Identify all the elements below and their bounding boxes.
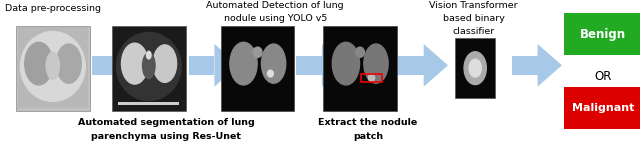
FancyBboxPatch shape bbox=[112, 26, 186, 111]
FancyBboxPatch shape bbox=[455, 38, 495, 98]
Polygon shape bbox=[538, 44, 562, 87]
Text: OR: OR bbox=[595, 70, 612, 83]
FancyBboxPatch shape bbox=[118, 102, 179, 105]
FancyBboxPatch shape bbox=[16, 26, 90, 111]
FancyBboxPatch shape bbox=[564, 13, 640, 55]
Ellipse shape bbox=[464, 52, 486, 84]
FancyBboxPatch shape bbox=[398, 56, 424, 75]
Ellipse shape bbox=[356, 47, 364, 57]
Text: Extract the nodule: Extract the nodule bbox=[318, 118, 418, 127]
Text: parenchyma using Res-Unet: parenchyma using Res-Unet bbox=[92, 132, 241, 141]
Ellipse shape bbox=[25, 42, 52, 85]
Text: Benign: Benign bbox=[580, 28, 627, 41]
Ellipse shape bbox=[230, 42, 257, 85]
Text: nodule using YOLO v5: nodule using YOLO v5 bbox=[223, 14, 327, 23]
FancyBboxPatch shape bbox=[189, 56, 214, 75]
FancyBboxPatch shape bbox=[221, 26, 294, 111]
FancyBboxPatch shape bbox=[323, 26, 397, 111]
Text: classifier: classifier bbox=[452, 27, 495, 36]
Ellipse shape bbox=[46, 52, 60, 79]
Ellipse shape bbox=[20, 32, 85, 101]
FancyBboxPatch shape bbox=[512, 56, 538, 75]
Polygon shape bbox=[424, 44, 448, 87]
Text: based binary: based binary bbox=[443, 14, 504, 23]
Ellipse shape bbox=[268, 70, 273, 77]
Ellipse shape bbox=[153, 45, 177, 82]
Ellipse shape bbox=[469, 59, 481, 77]
Polygon shape bbox=[322, 44, 346, 87]
Ellipse shape bbox=[262, 44, 285, 83]
Ellipse shape bbox=[364, 44, 388, 83]
Polygon shape bbox=[117, 44, 141, 87]
Text: Automated segmentation of lung: Automated segmentation of lung bbox=[78, 118, 255, 127]
Text: Malignant: Malignant bbox=[572, 103, 634, 113]
Polygon shape bbox=[214, 44, 239, 87]
Ellipse shape bbox=[253, 47, 262, 57]
FancyBboxPatch shape bbox=[92, 56, 117, 75]
Text: Automated Detection of lung: Automated Detection of lung bbox=[206, 1, 344, 10]
Ellipse shape bbox=[369, 74, 374, 82]
FancyBboxPatch shape bbox=[18, 27, 88, 108]
FancyBboxPatch shape bbox=[296, 56, 322, 75]
FancyBboxPatch shape bbox=[564, 87, 640, 129]
Ellipse shape bbox=[116, 32, 181, 101]
Ellipse shape bbox=[122, 43, 148, 84]
Ellipse shape bbox=[332, 42, 360, 85]
Text: Data pre-processing: Data pre-processing bbox=[5, 4, 101, 13]
Ellipse shape bbox=[147, 51, 151, 59]
Text: Vision Transformer: Vision Transformer bbox=[429, 1, 518, 10]
Text: patch: patch bbox=[353, 132, 383, 141]
Ellipse shape bbox=[56, 44, 81, 83]
Ellipse shape bbox=[143, 53, 155, 79]
